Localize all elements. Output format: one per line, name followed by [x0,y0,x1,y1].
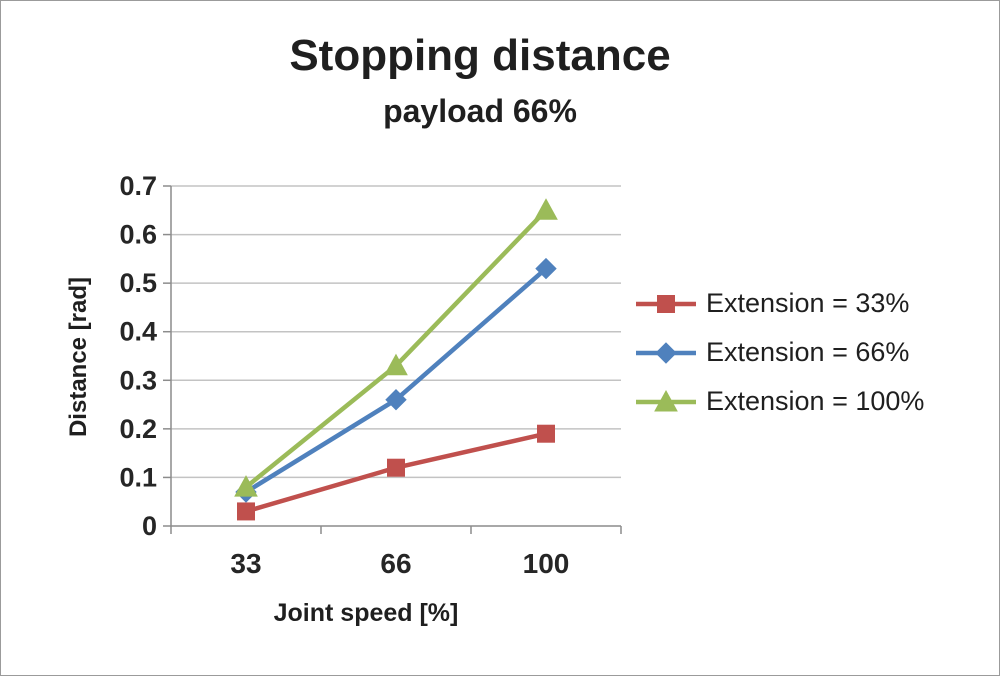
legend-marker-triangle-icon [636,389,696,411]
legend-marker-square [657,294,675,313]
legend-item: Extension = 66% [634,334,924,371]
x-tick-label: 33 [230,548,261,579]
legend-marker-diamond [655,341,677,364]
legend-item: Extension = 33% [634,285,924,322]
series-marker-square [387,458,405,477]
series-marker-square [537,424,555,443]
y-tick-label: 0.4 [119,317,157,347]
series-marker-square [237,502,255,521]
x-tick-label: 100 [523,548,570,579]
y-tick-label: 0.6 [119,220,157,250]
legend-label: Extension = 33% [706,288,910,318]
chart-subtitle: payload 66% [383,93,577,129]
y-axis-title: Distance [rad] [65,276,92,438]
y-tick-label: 0.2 [119,414,157,444]
legend-marker-triangle [654,389,678,411]
series-marker-triangle [384,353,408,376]
series-marker-diamond [385,389,407,411]
legend-marker-diamond-icon [636,341,696,364]
legend: Extension = 33% Extension = 66% Extensio… [634,285,924,432]
legend-marker-square-icon [636,294,696,313]
y-tick-label: 0.7 [119,171,157,201]
legend-label: Extension = 66% [706,337,910,367]
y-tick-label: 0.1 [119,462,157,492]
legend-item: Extension = 100% [634,383,924,420]
y-tick-label: 0.5 [119,268,157,298]
y-tick-label: 0 [142,511,157,541]
y-tick-label: 0.3 [119,365,157,395]
series-marker-diamond [535,257,557,280]
chart-title: Stopping distance [289,31,671,80]
series-marker-triangle [234,475,258,497]
series-marker-triangle [534,198,558,220]
x-tick-label: 66 [380,548,411,579]
x-axis-title: Joint speed [%] [273,599,459,627]
legend-label: Extension = 100% [706,386,925,416]
